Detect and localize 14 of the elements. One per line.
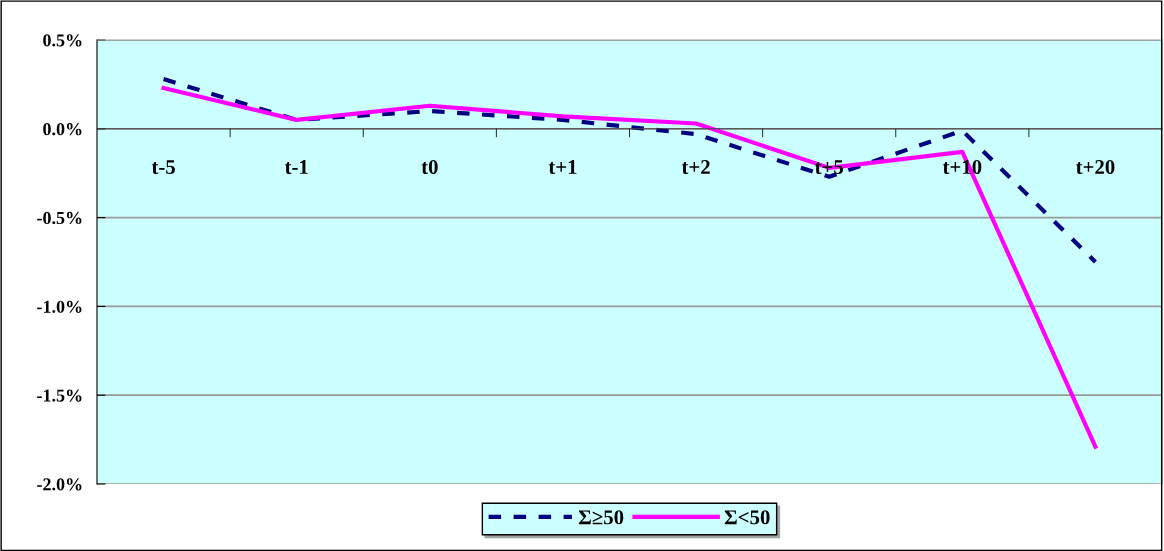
y-tick-label: 0.0% bbox=[43, 123, 82, 136]
x-tick-label: t+20 bbox=[1075, 159, 1115, 175]
y-tick-label: -1.0% bbox=[37, 300, 82, 313]
x-tick-label: t-5 bbox=[151, 160, 175, 175]
x-tick-label: t+2 bbox=[681, 160, 710, 175]
legend-label: Σ<50 bbox=[724, 510, 770, 525]
legend-label: Σ≥50 bbox=[578, 510, 624, 525]
x-tick-label: t+1 bbox=[548, 160, 577, 175]
x-tick-label: t-1 bbox=[284, 160, 308, 175]
y-tick-label: -2.0% bbox=[37, 478, 82, 491]
y-tick-label: -1.5% bbox=[37, 389, 82, 402]
y-tick-label: 0.5% bbox=[43, 34, 82, 47]
y-tick-label: -0.5% bbox=[37, 211, 82, 225]
x-tick-label: t0 bbox=[421, 159, 438, 175]
